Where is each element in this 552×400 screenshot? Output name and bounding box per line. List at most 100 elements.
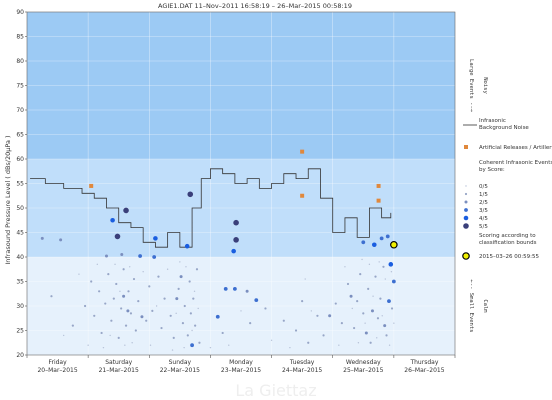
y-tick-label-0: 20 — [16, 352, 24, 359]
y-tick-label-14: 90 — [16, 9, 24, 16]
event-point-119 — [183, 346, 185, 349]
legend-score-swatch-0 — [465, 185, 467, 187]
event-point-35 — [328, 314, 332, 318]
event-point-15 — [223, 286, 228, 291]
event-point-143 — [388, 344, 391, 346]
event-point-85 — [322, 334, 325, 337]
event-point-70 — [186, 334, 189, 337]
x-tick-day-4: Tuesday — [289, 359, 315, 366]
event-point-120 — [185, 266, 187, 268]
event-point-72 — [189, 312, 192, 315]
event-point-138 — [372, 295, 374, 297]
event-point-13 — [385, 234, 390, 239]
legend-artificial-label: Artificial Releases / Artillery — [479, 145, 552, 151]
y-tick-label-2: 30 — [16, 303, 24, 310]
event-point-86 — [334, 302, 337, 305]
side-label-1-0: ←-- Small Events — [468, 280, 474, 333]
y-tick-label-12: 80 — [16, 58, 24, 65]
background-noise-series — [30, 168, 392, 248]
event-point-26 — [120, 253, 124, 257]
y-tick-label-10: 70 — [16, 107, 24, 114]
artificial-release-1 — [300, 149, 305, 154]
event-point-82 — [301, 300, 304, 303]
event-point-96 — [376, 317, 380, 320]
side-label-0-0: Large Events --→ — [468, 59, 474, 113]
event-point-34 — [245, 289, 249, 293]
event-point-17 — [254, 298, 259, 303]
legend-scoring-note-2: classification bounds — [479, 240, 537, 246]
event-point-140 — [378, 261, 380, 263]
event-point-73 — [192, 297, 195, 300]
event-point-77 — [221, 331, 224, 335]
event-point-18 — [138, 254, 143, 258]
event-point-81 — [294, 329, 298, 332]
event-point-49 — [115, 282, 118, 286]
event-point-45 — [104, 302, 107, 305]
event-point-54 — [127, 290, 130, 293]
event-point-97 — [379, 297, 382, 300]
event-point-3 — [233, 219, 239, 226]
legend-score-swatch-2 — [464, 200, 468, 204]
event-point-50 — [117, 336, 120, 339]
x-tick-date-6: 26–Mar–2015 — [404, 367, 444, 374]
event-point-116 — [171, 349, 174, 351]
y-tick-label-6: 50 — [16, 205, 24, 212]
event-point-6 — [184, 243, 190, 249]
event-point-38 — [50, 295, 53, 298]
event-point-102 — [78, 273, 80, 275]
event-point-55 — [129, 312, 133, 315]
legend-scoring-note-1: Scoring according to — [479, 233, 536, 239]
event-point-92 — [362, 312, 365, 315]
coherent-events-series — [40, 191, 398, 351]
event-point-27 — [179, 275, 183, 279]
event-point-41 — [90, 280, 93, 283]
y-tick-label-1: 25 — [16, 328, 24, 335]
background-noise-line — [30, 168, 392, 248]
event-point-44 — [100, 331, 103, 335]
legend-score-label-3: 3/5 — [479, 208, 488, 214]
side-label-0-1: Noisy — [482, 77, 488, 94]
event-point-122 — [193, 290, 196, 292]
event-point-88 — [346, 282, 350, 286]
event-point-100 — [390, 307, 394, 310]
y-tick-label-3: 35 — [16, 279, 24, 286]
event-point-95 — [374, 275, 377, 278]
event-point-36 — [349, 294, 353, 298]
event-point-76 — [198, 341, 201, 344]
event-point-5 — [153, 236, 158, 241]
event-point-129 — [304, 278, 306, 280]
artificial-release-3 — [376, 183, 381, 188]
event-point-20 — [387, 299, 391, 303]
event-point-63 — [160, 326, 163, 330]
event-point-4 — [233, 237, 239, 243]
event-point-118 — [179, 261, 181, 263]
event-point-60 — [148, 285, 151, 288]
event-point-114 — [155, 305, 158, 307]
event-point-43 — [98, 290, 101, 293]
event-point-69 — [183, 304, 186, 308]
event-point-37 — [383, 324, 387, 328]
legend-score-label-4: 4/5 — [479, 216, 488, 222]
event-point-99 — [385, 334, 388, 337]
event-point-8 — [231, 248, 236, 254]
event-point-108 — [119, 290, 121, 292]
artificial-release-2 — [300, 193, 305, 198]
event-point-142 — [384, 278, 386, 280]
event-point-106 — [109, 334, 111, 337]
event-point-16 — [232, 286, 237, 291]
event-point-135 — [361, 258, 363, 261]
event-point-64 — [163, 297, 166, 300]
x-tick-date-5: 25–Mar–2015 — [343, 367, 383, 374]
x-tick-date-3: 23–Mar–2015 — [221, 367, 261, 374]
event-point-123 — [197, 307, 199, 310]
event-point-128 — [289, 346, 291, 349]
axes: 20 25 30 35 40 45 50 55 60 65 70 75 80 85 90 Friday20–M… — [16, 9, 456, 374]
legend-coherent-title-1: Coherent Infrasonic Events, — [479, 160, 552, 166]
event-point-112 — [142, 271, 144, 273]
event-point-136 — [364, 322, 366, 324]
artificial-releases-series — [89, 149, 381, 203]
artificial-release-4 — [376, 198, 381, 203]
event-point-59 — [145, 319, 148, 322]
event-point-84 — [316, 314, 319, 317]
event-point-52 — [122, 268, 125, 271]
